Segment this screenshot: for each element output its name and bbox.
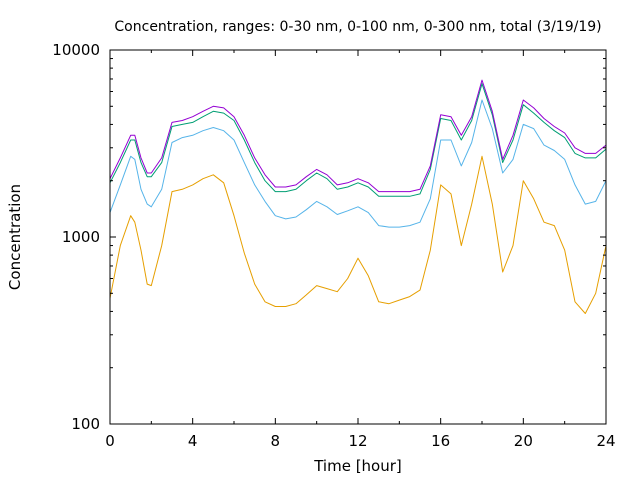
series-line-4 xyxy=(109,79,607,193)
x-tick-label: 20 xyxy=(514,432,533,450)
chart-title: Concentration, ranges: 0-30 nm, 0-100 nm… xyxy=(114,19,601,35)
x-tick-label: 16 xyxy=(431,432,450,450)
series-line-3 xyxy=(109,83,607,197)
x-axis-label: Time [hour] xyxy=(313,457,402,475)
x-tick-label: 12 xyxy=(348,432,367,450)
x-tick-label: 8 xyxy=(271,432,281,450)
y-tick-label: 100 xyxy=(71,415,100,433)
series-line-1 xyxy=(109,155,607,314)
y-axis-label: Concentration xyxy=(6,184,24,290)
series-layer xyxy=(109,79,607,314)
ticks-layer: 0 4 8 12 16 20 24 100 1000 10000 xyxy=(52,41,615,450)
series-line-2 xyxy=(109,99,607,228)
y-tick-label: 1000 xyxy=(62,228,100,246)
x-tick-label: 0 xyxy=(105,432,115,450)
x-tick-label: 4 xyxy=(188,432,198,450)
y-tick-label: 10000 xyxy=(52,41,100,59)
x-tick-label: 24 xyxy=(596,432,615,450)
